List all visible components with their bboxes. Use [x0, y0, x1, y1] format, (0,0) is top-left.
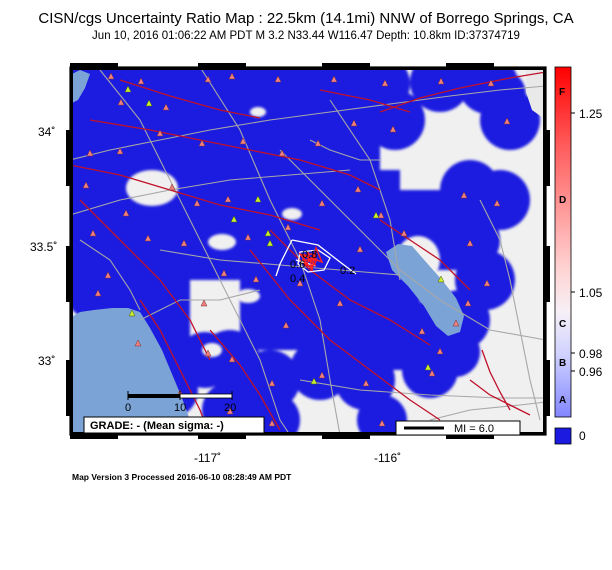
epicenter-star-icon — [298, 245, 324, 272]
grade-box — [83, 416, 265, 434]
scale-bar — [127, 391, 233, 400]
lon-tick-117: -117˚ — [194, 451, 222, 465]
contour-label-06: 0.6 — [290, 259, 305, 271]
map-subtitle: Jun 10, 2016 01:06:22 AM PDT M 3.2 N33.4… — [92, 30, 520, 42]
lat-tick-33-5: 33.5˚ — [30, 240, 58, 254]
map-title: CISN/cgs Uncertainty Ratio Map : 22.5km … — [38, 10, 574, 27]
contour-label-08: 0.8 — [302, 249, 317, 261]
colorbar-ticks — [571, 112, 575, 372]
scale-label-10: 10 — [174, 402, 186, 414]
contour-label-02: 0.2 — [340, 265, 355, 277]
mi-legend-box — [395, 420, 521, 436]
lon-tick-116: -116˚ — [374, 451, 402, 465]
lat-tick-34: 34˚ — [38, 125, 56, 139]
faults — [70, 71, 546, 435]
lat-tick-33: 33˚ — [38, 354, 56, 368]
map-version-footer: Map Version 3 Processed 2016-06-10 08:28… — [72, 472, 292, 482]
colorbar-value-125: 1.25 — [579, 107, 603, 121]
grade-letter-f: F — [559, 87, 565, 98]
pacific-ocean — [70, 308, 196, 435]
colorbar-zero-swatch — [554, 427, 572, 445]
grade-label: GRADE: - (Mean sigma: -) — [90, 420, 224, 432]
colorbar-value-0: 0 — [579, 429, 586, 443]
scale-label-20: 20 — [224, 402, 236, 414]
frame-ticks — [66, 63, 550, 439]
grade-letter-c: C — [559, 319, 566, 330]
salton-sea — [386, 244, 464, 336]
colorbar-value-105: 1.05 — [579, 286, 603, 300]
stations — [82, 72, 511, 427]
contour-label-04: 0.4 — [290, 273, 305, 285]
mi-legend-label: MI = 6.0 — [454, 423, 494, 435]
grade-letter-b: B — [559, 358, 566, 369]
seismic-stations — [124, 85, 445, 385]
grade-letter-d: D — [559, 195, 566, 206]
grade-letter-a: A — [559, 395, 566, 406]
scale-label-0: 0 — [125, 402, 131, 414]
colorbar-value-096: 0.96 — [579, 365, 603, 379]
desert-area — [526, 67, 546, 120]
coastal-water — [70, 70, 90, 104]
colorbar-gradient — [554, 66, 572, 418]
colorbar-value-098: 0.98 — [579, 347, 603, 361]
